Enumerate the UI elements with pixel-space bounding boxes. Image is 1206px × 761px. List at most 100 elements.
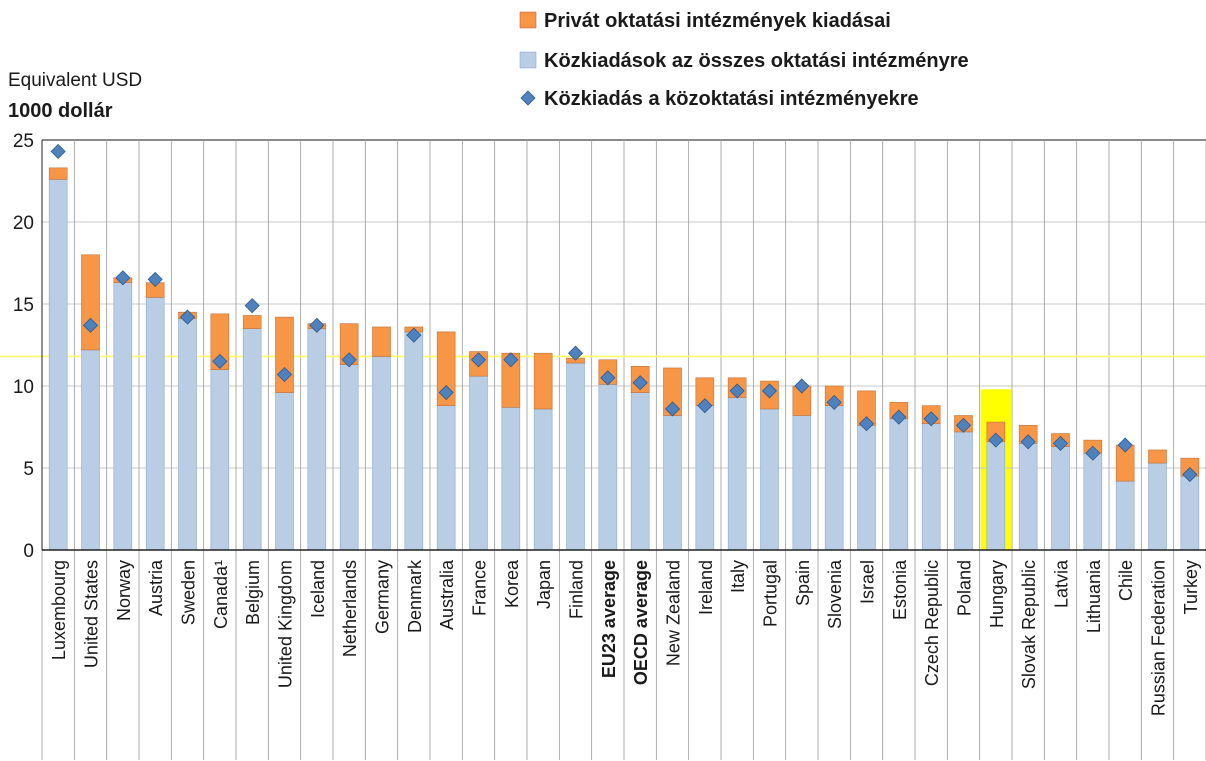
category-label: Spain xyxy=(793,560,813,606)
diamond-marker xyxy=(567,345,584,361)
bar-public xyxy=(81,349,100,551)
legend-public-swatch xyxy=(519,51,537,69)
diamond-marker xyxy=(891,409,907,425)
bar-public xyxy=(1180,475,1200,551)
diamond-marker xyxy=(212,353,228,369)
category-label: Sweden xyxy=(179,560,199,625)
bar-public xyxy=(695,405,715,551)
diamond-marker xyxy=(244,298,260,314)
diamond-marker xyxy=(858,416,875,432)
bar-private xyxy=(436,331,456,406)
diamond-marker xyxy=(470,352,487,368)
bar-private xyxy=(48,167,68,180)
bar-public xyxy=(598,384,618,551)
category-label: Australia xyxy=(437,559,457,630)
category-label: Chile xyxy=(1116,560,1136,601)
diamond-marker xyxy=(600,370,616,386)
bar-public xyxy=(824,405,844,551)
bar-public xyxy=(792,415,812,551)
bar-public xyxy=(663,415,682,551)
category-label: Finland xyxy=(567,560,587,619)
diamond-marker xyxy=(664,401,681,417)
bar-public xyxy=(469,375,488,551)
category-label: Denmark xyxy=(405,559,425,633)
diamond-marker xyxy=(1117,437,1133,453)
bar-private xyxy=(242,315,262,329)
bar-public xyxy=(48,179,68,551)
category-label: Israel xyxy=(858,560,878,604)
diamond-marker xyxy=(923,411,939,427)
bar-public xyxy=(954,431,973,551)
diamond-marker xyxy=(697,398,713,414)
category-label: Germany xyxy=(373,560,393,634)
diamond-marker xyxy=(309,317,325,333)
category-label: Estonia xyxy=(890,559,910,620)
category-label: Japan xyxy=(534,560,554,609)
bar-private xyxy=(1148,449,1167,464)
bar-public xyxy=(1148,462,1167,551)
category-label: Czech Republic xyxy=(922,560,942,686)
category-label: United Kingdom xyxy=(276,560,296,688)
diamond-marker xyxy=(438,384,454,401)
category-label: Hungary xyxy=(987,560,1007,628)
category-label: Belgium xyxy=(243,560,263,625)
bar-public xyxy=(566,362,585,551)
diamond-marker xyxy=(1182,466,1198,483)
category-label: EU23 average xyxy=(599,560,619,678)
bar-public xyxy=(1115,480,1135,551)
y-tick-label-15: 15 xyxy=(13,295,34,316)
category-label: Poland xyxy=(955,560,975,616)
diamond-marker xyxy=(1020,434,1036,450)
bar-public xyxy=(630,392,650,551)
bar-public xyxy=(1083,452,1103,551)
bar-public xyxy=(275,392,294,551)
bar-public xyxy=(339,364,359,551)
unit-label-bold: 1000 dollár xyxy=(8,100,113,122)
legend-public-label: Közkiadások az összes oktatási intézmény… xyxy=(544,50,969,72)
category-label: France xyxy=(470,560,490,616)
category-label: Ireland xyxy=(696,560,716,615)
y-tick-label-5: 5 xyxy=(23,459,34,480)
bar-public xyxy=(1018,443,1038,551)
unit-label: Equivalent USD xyxy=(8,70,142,91)
diamond-marker xyxy=(826,394,842,410)
diamond-marker xyxy=(341,352,357,368)
diamond-marker xyxy=(50,143,66,160)
category-label: Italy xyxy=(728,560,748,593)
category-label: Luxembourg xyxy=(49,560,69,660)
bar-public xyxy=(404,331,424,551)
diamond-marker xyxy=(988,432,1004,448)
bar-private xyxy=(81,254,100,351)
category-label: Lithuania xyxy=(1084,559,1104,633)
diamond-marker xyxy=(503,352,519,368)
legend-diamond-marker xyxy=(520,90,536,106)
diamond-marker xyxy=(276,366,293,383)
diamond-marker xyxy=(632,375,648,391)
diamond-marker xyxy=(115,270,131,286)
legend-private-label: Privát oktatási intézmények kiadásai xyxy=(544,10,891,32)
diamond-marker xyxy=(729,383,745,399)
bar-public xyxy=(760,408,779,551)
diamond-marker xyxy=(1085,445,1101,461)
category-label: Netherlands xyxy=(340,560,360,657)
legend-diamond-label: Közkiadás a közoktatási intézményekre xyxy=(544,88,919,110)
bar-public xyxy=(307,328,327,551)
bar-public xyxy=(113,282,133,551)
diamond-marker xyxy=(794,378,810,394)
category-label: Slovenia xyxy=(825,559,845,629)
bar-public xyxy=(436,405,456,551)
bar-public xyxy=(533,408,553,551)
category-label: Turkey xyxy=(1181,560,1201,614)
diamond-marker xyxy=(1052,435,1069,451)
category-label: Korea xyxy=(502,559,522,608)
bar-public xyxy=(210,369,230,551)
legend: Privát oktatási intézmények kiadásai Köz… xyxy=(519,10,969,110)
category-label: Iceland xyxy=(308,560,328,618)
diamond-marker xyxy=(761,383,778,399)
bar-private xyxy=(210,313,230,370)
bar-public xyxy=(986,441,1006,551)
legend-private-swatch xyxy=(519,11,537,29)
diamond-marker xyxy=(147,271,163,287)
diamond-marker xyxy=(955,417,972,433)
